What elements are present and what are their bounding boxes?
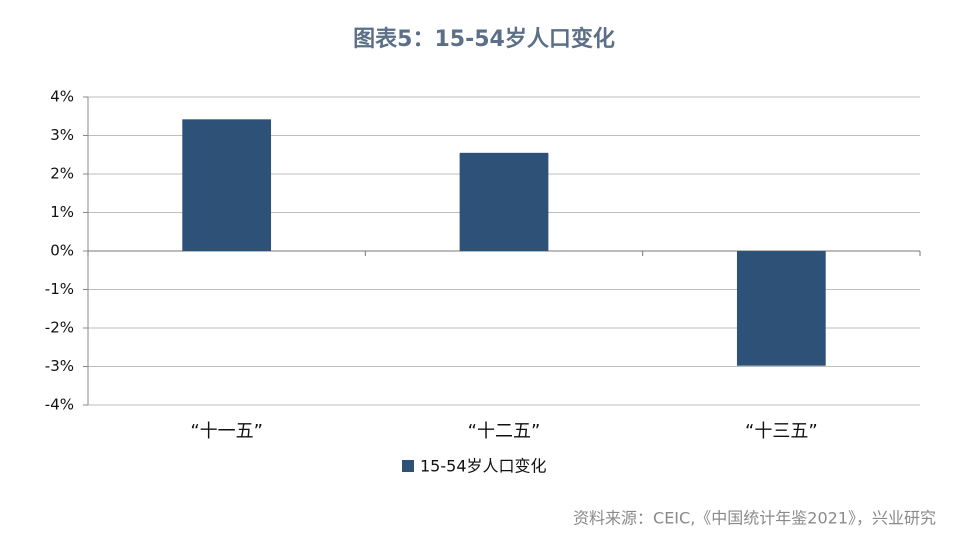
legend-swatch <box>402 460 414 472</box>
y-tick-label: -4% <box>45 396 74 414</box>
y-tick-label: -2% <box>45 319 74 337</box>
y-tick-label: -3% <box>45 357 74 375</box>
y-tick-label: 2% <box>50 165 74 183</box>
chart-title: 图表5：15-54岁人口变化 <box>353 26 615 52</box>
source-note: 资料来源：CEIC,《中国统计年鉴2021》，兴业研究 <box>573 509 936 528</box>
y-tick-label: 1% <box>50 203 74 221</box>
x-tick-label: “十二五” <box>468 421 541 442</box>
x-tick-label: “十一五” <box>190 421 263 442</box>
bar <box>736 251 826 366</box>
y-tick-label: 0% <box>50 242 74 260</box>
bar <box>459 152 549 251</box>
y-tick-label: -1% <box>45 280 74 298</box>
legend-label: 15-54岁人口变化 <box>420 457 547 476</box>
y-tick-label: 4% <box>50 88 74 106</box>
bar <box>182 119 272 251</box>
x-tick-label: “十三五” <box>745 421 818 442</box>
y-tick-label: 3% <box>50 126 74 144</box>
